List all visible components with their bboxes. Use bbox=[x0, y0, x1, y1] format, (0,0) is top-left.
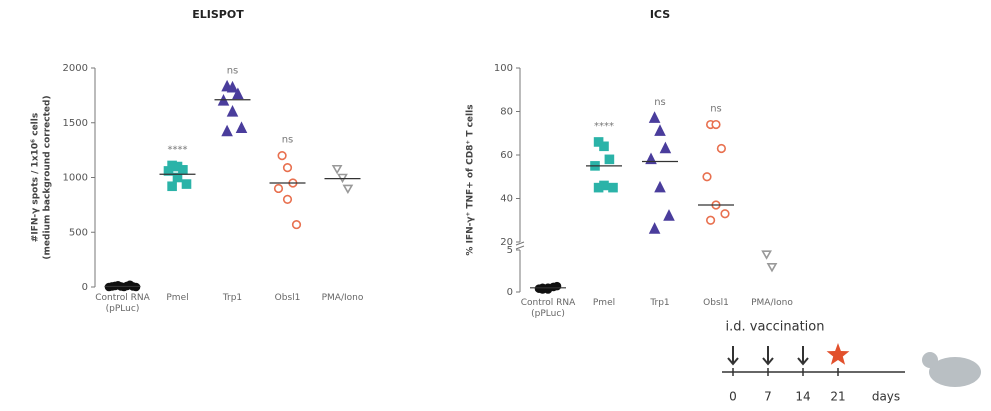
x-tick-label: Control RNA (pPLuc) bbox=[520, 298, 576, 319]
data-point bbox=[702, 172, 712, 182]
y-tick-label: 0 bbox=[507, 287, 513, 298]
data-point bbox=[711, 119, 721, 130]
data-point bbox=[761, 250, 772, 260]
x-tick-label-text: Control RNA (pPLuc) bbox=[520, 298, 576, 319]
data-point bbox=[277, 151, 287, 161]
x-tick-label-text: Trp1 bbox=[222, 293, 243, 303]
timeline-day: 21 bbox=[830, 390, 845, 404]
data-point bbox=[282, 163, 293, 173]
data-point bbox=[552, 281, 562, 291]
y-tick-label: 100 bbox=[494, 63, 513, 74]
data-point bbox=[172, 172, 183, 183]
x-tick-label-text: PMA/Iono bbox=[751, 298, 793, 308]
data-point bbox=[273, 183, 284, 194]
timeline bbox=[722, 352, 981, 387]
x-tick-label-text: Pmel bbox=[592, 298, 616, 308]
data-point bbox=[226, 80, 239, 93]
x-tick-label: PMA/Iono bbox=[751, 298, 793, 308]
y-axis-label: % IFN-γ⁺ TNF+ of CD8⁺ T cells bbox=[466, 104, 476, 255]
data-point bbox=[705, 215, 716, 225]
y-tick-label: 40 bbox=[500, 194, 513, 205]
data-point bbox=[716, 143, 727, 154]
vaccination-arrow bbox=[797, 346, 809, 366]
x-tick-label-text: Control RNA (pPLuc) bbox=[95, 293, 150, 314]
mouse-icon bbox=[922, 352, 938, 368]
data-point bbox=[720, 209, 730, 219]
timeline-day: 14 bbox=[795, 390, 810, 404]
timeline-title: i.d. vaccination bbox=[726, 320, 825, 335]
data-point bbox=[291, 219, 302, 230]
x-tick-label: PMA/Iono bbox=[321, 293, 364, 303]
y-tick-label: 5 bbox=[507, 245, 513, 256]
significance-label: ns bbox=[710, 104, 722, 115]
data-point bbox=[342, 184, 354, 195]
y-axis-label: (medium background corrected) bbox=[43, 95, 53, 259]
x-tick-label-text: Obsl1 bbox=[274, 293, 301, 303]
data-point bbox=[232, 87, 244, 100]
axis-break bbox=[515, 241, 525, 250]
data-point bbox=[221, 124, 233, 137]
y-tick-label: 500 bbox=[69, 227, 88, 238]
y-tick-label: 0 bbox=[82, 282, 88, 293]
data-point bbox=[608, 182, 618, 193]
data-point bbox=[163, 166, 174, 176]
vaccination-arrow bbox=[727, 346, 739, 366]
data-point bbox=[331, 164, 343, 175]
x-tick-label: Trp1 bbox=[222, 293, 243, 303]
chart-title: ICS bbox=[650, 8, 670, 21]
x-tick-label-text: Pmel bbox=[166, 293, 189, 303]
significance-label: ns bbox=[282, 135, 294, 146]
data-point bbox=[648, 111, 661, 123]
significance-label: ns bbox=[654, 97, 666, 108]
data-point bbox=[599, 141, 609, 152]
readout-star bbox=[826, 343, 850, 365]
y-tick-label: 1500 bbox=[63, 118, 88, 129]
significance-label: ns bbox=[227, 66, 239, 77]
significance-label: **** bbox=[594, 121, 614, 132]
data-point bbox=[235, 121, 248, 134]
x-tick-label: Pmel bbox=[592, 298, 616, 308]
chart-title: ELISPOT bbox=[192, 8, 244, 21]
data-point bbox=[654, 180, 666, 193]
mouse-icon bbox=[929, 357, 981, 387]
vaccination-arrow bbox=[762, 346, 774, 366]
data-point bbox=[178, 165, 188, 175]
x-tick-label: Trp1 bbox=[650, 298, 670, 308]
x-tick-label: Control RNA (pPLuc) bbox=[95, 293, 150, 314]
timeline-day: 7 bbox=[764, 390, 772, 404]
y-tick-label: 20 bbox=[500, 237, 513, 248]
data-point bbox=[604, 154, 615, 165]
data-point bbox=[282, 194, 293, 204]
x-tick-label-text: PMA/Iono bbox=[321, 293, 364, 303]
x-tick-label-text: Trp1 bbox=[650, 298, 670, 308]
significance-label: **** bbox=[168, 144, 188, 155]
y-tick-label: 1000 bbox=[63, 173, 88, 184]
data-point bbox=[167, 181, 177, 192]
x-tick-label: Pmel bbox=[166, 293, 189, 303]
data-point bbox=[593, 182, 604, 193]
x-tick-label: Obsl1 bbox=[274, 293, 301, 303]
data-point bbox=[226, 105, 239, 117]
y-axis-label: #IFN-γ spots / 1x10⁶ cells bbox=[31, 113, 41, 242]
data-point bbox=[663, 209, 675, 221]
timeline-day: 0 bbox=[729, 390, 737, 404]
y-tick-label: 2000 bbox=[63, 63, 88, 74]
x-tick-label: Obsl1 bbox=[703, 298, 729, 308]
data-point bbox=[659, 141, 672, 154]
data-point bbox=[654, 124, 666, 136]
data-point bbox=[181, 179, 192, 189]
timeline-unit: days bbox=[872, 390, 900, 404]
data-point bbox=[766, 262, 778, 273]
x-tick-label-text: Obsl1 bbox=[703, 298, 729, 308]
y-tick-label: 60 bbox=[500, 150, 513, 161]
data-point bbox=[648, 222, 661, 234]
y-tick-label: 80 bbox=[500, 107, 513, 118]
